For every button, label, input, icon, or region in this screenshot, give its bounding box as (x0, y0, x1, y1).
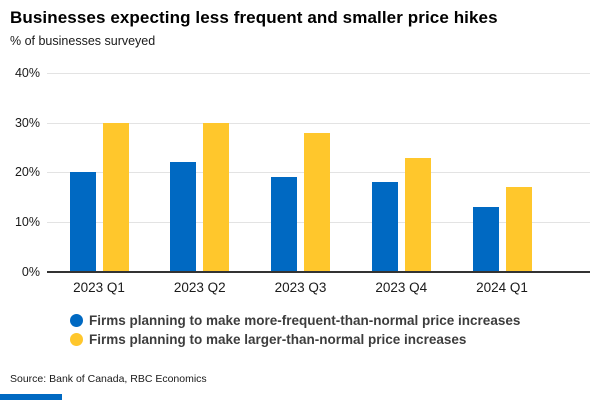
bar-blue-2023-q1 (69, 172, 96, 272)
legend-label-larger: Firms planning to make larger-than-norma… (89, 332, 467, 347)
bar-blue-2023-q4 (371, 182, 398, 272)
legend-item-more-frequent: Firms planning to make more-frequent-tha… (70, 313, 521, 328)
bar-yellow-2024-q1 (505, 187, 532, 272)
y-axis-tick-30%: 30% (14, 115, 40, 130)
bar-yellow-2023-q2 (203, 122, 230, 272)
legend-label-more-frequent: Firms planning to make more-frequent-tha… (89, 313, 521, 328)
bar-blue-2024-q1 (472, 207, 499, 272)
gridline-30% (47, 122, 590, 124)
legend-dot-yellow-icon (70, 333, 83, 346)
chart-subtitle: % of businesses surveyed (10, 34, 156, 48)
bar-yellow-2023-q4 (404, 157, 431, 272)
gridline-40% (47, 72, 590, 74)
x-axis-label-2024-q1: 2024 Q1 (476, 280, 528, 295)
y-axis-tick-10%: 10% (14, 215, 40, 230)
bar-blue-2023-q2 (170, 162, 197, 272)
plot-area: 0% 10% 20% 30% 40% 2023 Q1 2023 Q2 2023 Q3 2023 … (14, 65, 590, 295)
x-axis-label-2023-q2: 2023 Q2 (173, 280, 226, 295)
bar-yellow-2023-q3 (304, 132, 330, 272)
page-title: Businesses expecting less frequent and s… (10, 8, 498, 27)
x-axis-label-2023-q4: 2023 Q4 (375, 280, 428, 295)
legend-dot-blue-icon (70, 314, 83, 327)
bar-yellow-2023-q1 (102, 122, 129, 272)
x-axis-label-2023-q3: 2023 Q3 (274, 280, 327, 295)
legend: Firms planning to make more-frequent-tha… (70, 313, 521, 352)
legend-item-larger: Firms planning to make larger-than-norma… (70, 332, 520, 347)
x-axis-label-2023-q1: 2023 Q1 (73, 280, 125, 295)
rbc-brand-bar (0, 394, 62, 400)
y-axis-tick-40%: 40% (14, 65, 40, 80)
x-axis-line (47, 271, 590, 273)
y-axis-tick-0%: 0% (21, 265, 40, 279)
bar-blue-2023-q3 (271, 177, 297, 272)
y-axis-tick-20%: 20% (14, 165, 40, 180)
source-note: Source: Bank of Canada, RBC Economics (10, 373, 207, 385)
